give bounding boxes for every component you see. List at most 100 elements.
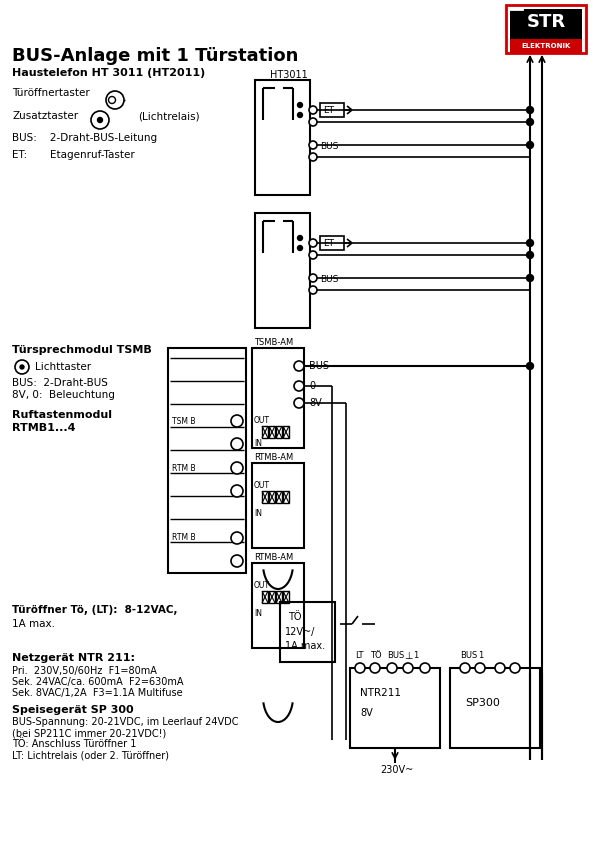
Text: BUS-Anlage mit 1 Türstation: BUS-Anlage mit 1 Türstation xyxy=(12,47,298,65)
Text: Türöffnertaster: Türöffnertaster xyxy=(12,88,90,98)
Text: OUT: OUT xyxy=(254,415,270,424)
Text: 1: 1 xyxy=(478,652,483,660)
Text: 1: 1 xyxy=(413,652,418,660)
Text: TSM B: TSM B xyxy=(172,417,196,425)
Text: 8V: 8V xyxy=(360,708,372,718)
Text: ⊥: ⊥ xyxy=(404,651,412,661)
Text: Sek. 24VAC/ca. 600mA  F2=630mA: Sek. 24VAC/ca. 600mA F2=630mA xyxy=(12,677,183,687)
Circle shape xyxy=(460,663,470,673)
Circle shape xyxy=(298,236,302,241)
Bar xyxy=(450,668,540,748)
Text: ET:       Etagenruf-Taster: ET: Etagenruf-Taster xyxy=(12,150,134,160)
Bar xyxy=(262,591,268,603)
Circle shape xyxy=(298,113,302,118)
Text: SP300: SP300 xyxy=(465,698,500,708)
Circle shape xyxy=(475,663,485,673)
Text: RTM B: RTM B xyxy=(172,463,196,472)
Text: Haustelefon HT 3011 (HT2011): Haustelefon HT 3011 (HT2011) xyxy=(12,68,205,78)
Text: ET: ET xyxy=(323,238,334,248)
Text: TÖ: Anschluss Türöffner 1: TÖ: Anschluss Türöffner 1 xyxy=(12,739,136,749)
Text: 0: 0 xyxy=(309,381,315,391)
Circle shape xyxy=(309,141,317,149)
Circle shape xyxy=(495,663,505,673)
Text: RTMB-AM: RTMB-AM xyxy=(254,552,293,562)
Text: OUT: OUT xyxy=(254,481,270,489)
Text: BUS-Spannung: 20-21VDC, im Leerlauf 24VDC: BUS-Spannung: 20-21VDC, im Leerlauf 24VD… xyxy=(12,717,239,727)
Circle shape xyxy=(231,555,243,567)
Text: NTR211: NTR211 xyxy=(360,688,401,698)
Text: (bei SP211C immer 20-21VDC!): (bei SP211C immer 20-21VDC!) xyxy=(12,728,166,738)
Text: 8V, 0:  Beleuchtung: 8V, 0: Beleuchtung xyxy=(12,390,115,400)
Text: BUS: BUS xyxy=(320,274,339,284)
Bar xyxy=(283,491,289,503)
Circle shape xyxy=(15,360,29,374)
Text: RTMB-AM: RTMB-AM xyxy=(254,452,293,461)
Text: BUS:  2-Draht-BUS: BUS: 2-Draht-BUS xyxy=(12,378,108,388)
Circle shape xyxy=(231,532,243,544)
Bar xyxy=(252,563,304,648)
Circle shape xyxy=(108,97,115,104)
Text: 8V: 8V xyxy=(309,398,322,408)
Circle shape xyxy=(527,119,534,125)
Circle shape xyxy=(309,251,317,259)
Text: Türöffner Tö, (LT):  8-12VAC,: Türöffner Tö, (LT): 8-12VAC, xyxy=(12,605,177,615)
Text: 230V~: 230V~ xyxy=(380,765,414,775)
Circle shape xyxy=(298,246,302,251)
Bar xyxy=(510,9,582,39)
Text: 1A max.: 1A max. xyxy=(12,619,55,629)
Bar xyxy=(350,668,440,748)
Bar xyxy=(255,213,310,328)
Circle shape xyxy=(527,274,534,281)
Circle shape xyxy=(294,381,304,391)
Text: BUS: BUS xyxy=(460,652,477,660)
Text: BUS: BUS xyxy=(320,141,339,151)
Text: BUS: BUS xyxy=(527,39,547,49)
Circle shape xyxy=(527,239,534,247)
Text: RTM B: RTM B xyxy=(172,534,196,542)
Bar xyxy=(320,103,344,117)
Circle shape xyxy=(370,663,380,673)
Text: TÖ: TÖ xyxy=(370,652,381,660)
Text: Türsprechmodul TSMB: Türsprechmodul TSMB xyxy=(12,345,152,355)
Circle shape xyxy=(309,239,317,247)
Circle shape xyxy=(231,485,243,497)
Text: Pri.  230V,50/60Hz  F1=80mA: Pri. 230V,50/60Hz F1=80mA xyxy=(12,666,157,676)
Circle shape xyxy=(309,286,317,294)
Text: (Lichtrelais): (Lichtrelais) xyxy=(138,111,200,121)
Circle shape xyxy=(231,462,243,474)
Bar xyxy=(283,426,289,438)
Text: TSMB-AM: TSMB-AM xyxy=(254,338,293,347)
Circle shape xyxy=(309,153,317,161)
Text: IN: IN xyxy=(254,439,262,447)
Bar xyxy=(320,236,344,250)
Text: OUT: OUT xyxy=(254,580,270,589)
Circle shape xyxy=(309,274,317,282)
Text: Sek. 8VAC/1,2A  F3=1.1A Multifuse: Sek. 8VAC/1,2A F3=1.1A Multifuse xyxy=(12,688,183,698)
Circle shape xyxy=(355,663,365,673)
Text: BUS:    2-Draht-BUS-Leitung: BUS: 2-Draht-BUS-Leitung xyxy=(12,133,157,143)
Circle shape xyxy=(98,118,102,122)
Bar xyxy=(283,591,289,603)
Bar xyxy=(276,426,282,438)
Text: STR: STR xyxy=(527,13,566,31)
Text: LT: Lichtrelais (oder 2. Türöffner): LT: Lichtrelais (oder 2. Türöffner) xyxy=(12,750,169,760)
Bar xyxy=(252,463,304,548)
Bar xyxy=(276,491,282,503)
Text: ELEKTRONIK: ELEKTRONIK xyxy=(521,43,571,49)
Circle shape xyxy=(510,663,520,673)
Text: IN: IN xyxy=(254,509,262,518)
Bar xyxy=(262,426,268,438)
Circle shape xyxy=(420,663,430,673)
Circle shape xyxy=(91,111,109,129)
Bar xyxy=(262,491,268,503)
Text: Netzgerät NTR 211:: Netzgerät NTR 211: xyxy=(12,653,135,663)
Bar xyxy=(255,80,310,195)
Bar xyxy=(276,591,282,603)
Circle shape xyxy=(309,106,317,114)
Circle shape xyxy=(294,398,304,408)
Circle shape xyxy=(231,415,243,427)
Bar xyxy=(269,426,275,438)
Text: 12V~/: 12V~/ xyxy=(285,627,315,637)
Circle shape xyxy=(298,103,302,108)
Circle shape xyxy=(20,365,24,369)
